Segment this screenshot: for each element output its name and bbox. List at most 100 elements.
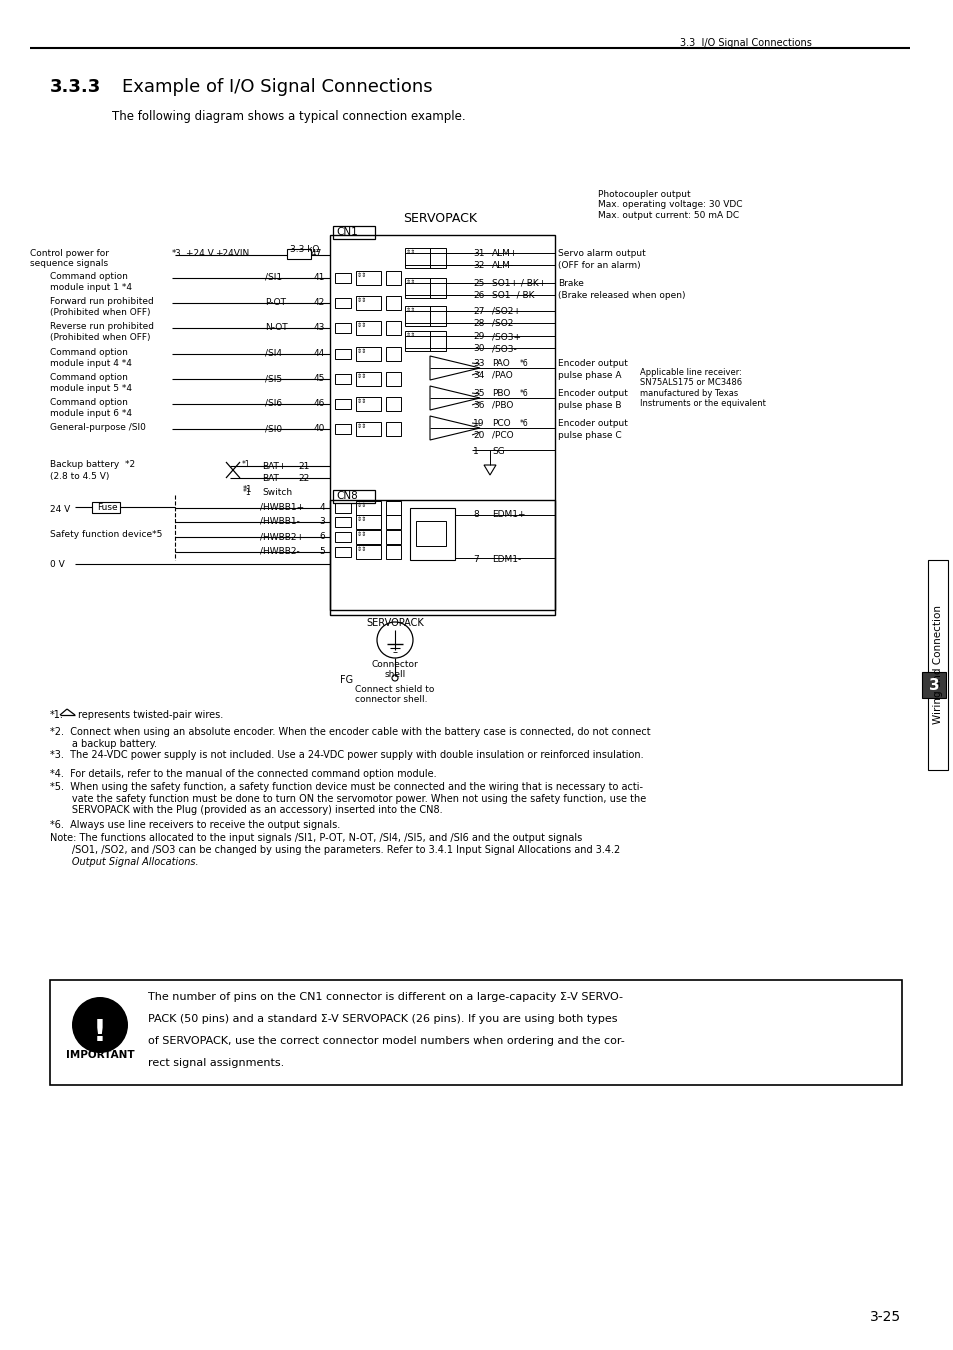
Text: ⇕⇕: ⇕⇕ <box>356 298 367 302</box>
Text: 3: 3 <box>319 517 325 526</box>
Bar <box>335 273 351 284</box>
Bar <box>335 400 351 409</box>
Text: (Brake released when open): (Brake released when open) <box>558 292 685 300</box>
Text: *6: *6 <box>519 418 528 428</box>
Bar <box>386 545 400 559</box>
Text: 4: 4 <box>319 504 325 512</box>
Text: pulse phase C: pulse phase C <box>558 431 621 440</box>
Text: *1: *1 <box>243 485 253 494</box>
Bar <box>287 248 311 259</box>
Text: module input 5 *4: module input 5 *4 <box>50 383 132 393</box>
Bar <box>335 424 351 433</box>
Bar <box>386 397 400 410</box>
Text: +24 V: +24 V <box>186 248 213 258</box>
Text: PACK (50 pins) and a standard Σ-V SERVOPACK (26 pins). If you are using both typ: PACK (50 pins) and a standard Σ-V SERVOP… <box>148 1014 617 1025</box>
Text: IMPORTANT: IMPORTANT <box>66 1050 134 1060</box>
Text: *4.  For details, refer to the manual of the connected command option module.: *4. For details, refer to the manual of … <box>50 769 436 779</box>
Text: ⇕⇕: ⇕⇕ <box>356 273 367 278</box>
Text: (Prohibited when OFF): (Prohibited when OFF) <box>50 308 151 317</box>
Text: of SERVOPACK, use the correct connector model numbers when ordering and the cor-: of SERVOPACK, use the correct connector … <box>148 1035 624 1046</box>
Text: Encoder output: Encoder output <box>558 418 627 428</box>
Text: Backup battery  *2: Backup battery *2 <box>50 460 135 468</box>
Text: 32: 32 <box>473 261 484 270</box>
Text: N-OT: N-OT <box>265 323 287 332</box>
Text: /SO3+: /SO3+ <box>492 332 520 342</box>
Bar <box>405 306 430 325</box>
Bar <box>355 397 380 410</box>
Text: /SI1: /SI1 <box>265 273 282 282</box>
Text: Photocoupler output
Max. operating voltage: 30 VDC
Max. output current: 50 mA DC: Photocoupler output Max. operating volta… <box>598 190 741 220</box>
Bar <box>410 508 455 560</box>
Text: 20: 20 <box>473 431 484 440</box>
Bar <box>355 296 380 310</box>
Text: (Prohibited when OFF): (Prohibited when OFF) <box>50 333 151 342</box>
Text: 34: 34 <box>473 371 484 379</box>
Bar <box>386 514 400 529</box>
Bar <box>355 514 380 529</box>
Text: Reverse run prohibited: Reverse run prohibited <box>50 323 153 331</box>
Bar <box>416 521 446 545</box>
Text: The following diagram shows a typical connection example.: The following diagram shows a typical co… <box>112 109 465 123</box>
Text: ⇕⇕: ⇕⇕ <box>356 424 367 429</box>
Text: Brake: Brake <box>558 279 583 288</box>
Text: Switch: Switch <box>262 487 292 497</box>
Text: 0 V: 0 V <box>50 560 65 568</box>
Text: Command option: Command option <box>50 398 128 406</box>
Text: Encoder output: Encoder output <box>558 389 627 398</box>
Text: PCO: PCO <box>492 418 510 428</box>
Text: 26: 26 <box>473 292 484 300</box>
Text: CN8: CN8 <box>335 491 357 501</box>
Text: *1: *1 <box>243 487 252 497</box>
Text: /SO2-: /SO2- <box>492 319 517 328</box>
Text: Output Signal Allocations.: Output Signal Allocations. <box>50 857 198 867</box>
Bar <box>405 278 430 298</box>
Circle shape <box>71 998 128 1053</box>
Text: BAT-: BAT- <box>262 474 281 483</box>
Bar <box>430 278 446 298</box>
Bar <box>405 331 430 351</box>
Bar <box>430 306 446 325</box>
Text: (OFF for an alarm): (OFF for an alarm) <box>558 261 640 270</box>
Text: 21: 21 <box>298 462 310 471</box>
Text: pulse phase B: pulse phase B <box>558 401 620 410</box>
Text: Applicable line receiver:
SN75ALS175 or MC3486
manufactured by Texas
Instruments: Applicable line receiver: SN75ALS175 or … <box>639 369 765 408</box>
Bar <box>386 423 400 436</box>
Text: /SO1, /SO2, and /SO3 can be changed by using the parameters. Refer to 3.4.1 Inpu: /SO1, /SO2, and /SO3 can be changed by u… <box>50 845 619 855</box>
Text: 5: 5 <box>319 547 325 556</box>
Text: 33: 33 <box>473 359 484 369</box>
Text: 1: 1 <box>473 447 478 456</box>
Text: ALM+: ALM+ <box>492 248 517 258</box>
Bar <box>355 321 380 335</box>
Text: module input 6 *4: module input 6 *4 <box>50 409 132 418</box>
Bar <box>335 298 351 308</box>
Text: SERVOPACK: SERVOPACK <box>366 618 423 628</box>
Text: 42: 42 <box>314 298 325 306</box>
Text: ⇕⇕: ⇕⇕ <box>406 308 416 313</box>
Text: 8: 8 <box>473 510 478 518</box>
Bar <box>333 225 375 239</box>
Text: /HWBB2+: /HWBB2+ <box>260 532 304 541</box>
Text: SO1- / BK-: SO1- / BK- <box>492 292 537 300</box>
Text: Connect shield to
connector shell.: Connect shield to connector shell. <box>355 684 434 705</box>
Text: /SO2+: /SO2+ <box>492 306 520 316</box>
Bar <box>333 490 375 504</box>
Text: /SI0: /SI0 <box>265 424 282 433</box>
Text: 3: 3 <box>927 678 939 693</box>
Text: pulse phase A: pulse phase A <box>558 371 620 379</box>
Text: 3.3.3: 3.3.3 <box>50 78 101 96</box>
Text: Servo alarm output: Servo alarm output <box>558 248 645 258</box>
Text: ⇕⇕: ⇕⇕ <box>356 350 367 354</box>
Text: 3.3  I/O Signal Connections: 3.3 I/O Signal Connections <box>679 38 811 49</box>
Text: 3-25: 3-25 <box>869 1310 901 1324</box>
Text: 43: 43 <box>314 323 325 332</box>
Bar <box>330 500 555 610</box>
Text: CN1: CN1 <box>335 227 357 238</box>
Text: 46: 46 <box>314 400 325 408</box>
Text: P-OT: P-OT <box>265 298 286 306</box>
Bar <box>335 504 351 513</box>
Text: Encoder output: Encoder output <box>558 359 627 369</box>
Bar <box>927 560 947 770</box>
Text: 35: 35 <box>473 389 484 398</box>
Text: module input 4 *4: module input 4 *4 <box>50 359 132 369</box>
Bar <box>335 532 351 541</box>
